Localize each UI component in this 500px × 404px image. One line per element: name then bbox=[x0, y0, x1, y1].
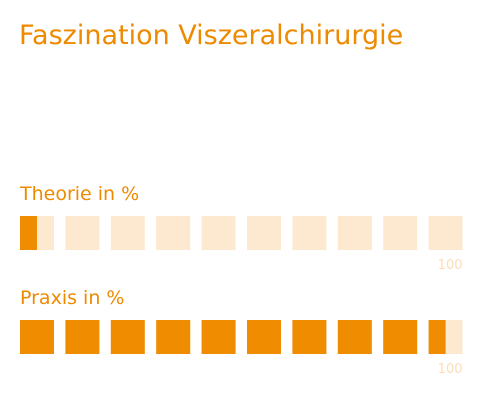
segment-fill bbox=[20, 216, 37, 250]
segment-fill bbox=[428, 320, 446, 354]
meter-max: 100 bbox=[438, 258, 463, 273]
segment-background bbox=[337, 216, 372, 250]
segment-fill bbox=[65, 320, 100, 354]
segment-fill bbox=[201, 320, 236, 354]
segment-background bbox=[292, 216, 327, 250]
segment-fill bbox=[110, 320, 145, 354]
segment-background bbox=[156, 216, 191, 250]
segment-background bbox=[383, 216, 418, 250]
segment-fill bbox=[247, 320, 281, 354]
segment-fill bbox=[292, 320, 327, 354]
segment-background bbox=[247, 216, 281, 250]
segment-background bbox=[201, 216, 236, 250]
segment-background bbox=[110, 216, 145, 250]
meter-label: Praxis in % bbox=[20, 287, 124, 309]
segment-fill bbox=[337, 320, 372, 354]
meter-label: Theorie in % bbox=[19, 183, 139, 205]
segment-fill bbox=[156, 320, 191, 354]
segment-fill bbox=[383, 320, 418, 354]
title: Faszination Viszeralchirurgie bbox=[19, 20, 403, 51]
segment-background bbox=[428, 216, 463, 250]
segment-fill bbox=[20, 320, 54, 354]
meter-max: 100 bbox=[438, 362, 463, 377]
segment-background bbox=[65, 216, 100, 250]
